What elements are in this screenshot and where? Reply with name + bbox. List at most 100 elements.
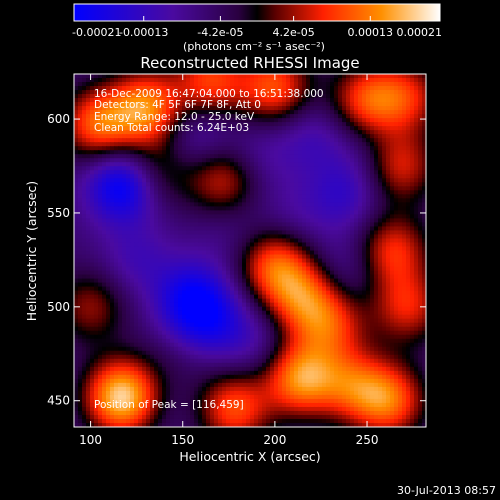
heatmap-cell [194, 178, 199, 183]
heatmap-cell [162, 182, 167, 187]
heatmap-cell [178, 274, 183, 280]
heatmap-cell [222, 86, 227, 91]
heatmap-cell [90, 194, 95, 199]
heatmap-cell [334, 114, 339, 119]
heatmap-cell [126, 262, 131, 268]
heatmap-cell [214, 182, 219, 187]
heatmap-cell [126, 234, 131, 240]
heatmap-cell [122, 138, 127, 143]
heatmap-cell [266, 178, 271, 183]
heatmap-cell [386, 230, 391, 236]
heatmap-cell [270, 210, 275, 215]
heatmap-cell [234, 266, 239, 272]
heatmap-cell [150, 250, 155, 256]
heatmap-cell [98, 226, 103, 232]
heatmap-cell [174, 210, 179, 215]
heatmap-cell [194, 254, 199, 260]
heatmap-cell [158, 286, 163, 292]
heatmap-cell [262, 78, 267, 83]
heatmap-cell [182, 214, 187, 220]
heatmap-cell [342, 178, 347, 183]
heatmap-cell [214, 130, 219, 135]
heatmap-cell [186, 250, 191, 256]
heatmap-cell [274, 154, 279, 159]
heatmap-cell [402, 118, 407, 123]
colorbar-tick-label: -0.00021 [72, 26, 121, 39]
heatmap-cell [246, 214, 251, 220]
heatmap-cell [354, 210, 359, 215]
heatmap-cell [318, 286, 323, 292]
heatmap-cell [114, 230, 119, 236]
heatmap-cell [242, 262, 247, 268]
heatmap-cell [302, 290, 307, 296]
heatmap-cell [114, 202, 119, 207]
heatmap-cell [138, 274, 143, 280]
heatmap-cell [214, 114, 219, 119]
heatmap-cell [346, 146, 351, 151]
heatmap-cell [106, 130, 111, 135]
heatmap-cell [226, 242, 231, 248]
heatmap-cell [282, 258, 287, 264]
heatmap-cell [262, 238, 267, 244]
heatmap-cell [406, 178, 411, 183]
heatmap-cell [418, 234, 423, 240]
heatmap-cell [366, 134, 371, 139]
heatmap-cell [326, 286, 331, 292]
heatmap-cell [334, 186, 339, 191]
heatmap-cell [378, 134, 383, 139]
heatmap-cell [130, 206, 135, 211]
heatmap-cell [170, 274, 175, 280]
heatmap-cell [74, 290, 79, 296]
heatmap-cell [330, 206, 335, 211]
heatmap-cell [86, 94, 91, 99]
heatmap-cell [338, 214, 343, 220]
heatmap-cell [126, 110, 131, 115]
heatmap-cell [178, 150, 183, 155]
heatmap-cell [246, 150, 251, 155]
heatmap-cell [242, 226, 247, 232]
heatmap-cell [350, 110, 355, 115]
heatmap-cell [422, 282, 426, 288]
heatmap-cell [158, 270, 163, 276]
heatmap-cell [250, 210, 255, 215]
heatmap-cell [414, 234, 419, 240]
heatmap-cell [198, 266, 203, 272]
heatmap-cell [358, 126, 363, 131]
heatmap-cell [150, 102, 155, 107]
heatmap-cell [366, 122, 371, 127]
heatmap-cell [382, 170, 387, 175]
heatmap-cell [366, 270, 371, 276]
heatmap-cell [118, 250, 123, 256]
heatmap-cell [270, 162, 275, 167]
heatmap-cell [366, 154, 371, 159]
heatmap-cell [286, 154, 291, 159]
heatmap-cell [218, 222, 223, 228]
heatmap-cell [282, 122, 287, 127]
heatmap-cell [158, 126, 163, 131]
heatmap-cell [94, 234, 99, 240]
heatmap-cell [378, 222, 383, 228]
heatmap-cell [342, 226, 347, 232]
heatmap-cell [230, 146, 235, 151]
heatmap-cell [190, 98, 195, 103]
heatmap-cell [274, 194, 279, 199]
heatmap-cell [210, 290, 215, 296]
heatmap-cell [102, 118, 107, 123]
heatmap-cell [322, 286, 327, 292]
heatmap-cell [114, 150, 119, 155]
heatmap-cell [354, 198, 359, 203]
heatmap-cell [210, 178, 215, 183]
heatmap-cell [322, 266, 327, 272]
heatmap-cell [346, 190, 351, 195]
heatmap-cell [406, 150, 411, 155]
heatmap-cell [342, 266, 347, 272]
heatmap-cell [290, 222, 295, 228]
heatmap-cell [266, 78, 271, 83]
heatmap-cell [378, 98, 383, 103]
heatmap-cell [238, 110, 243, 115]
heatmap-cell [242, 134, 247, 139]
heatmap-cell [402, 286, 407, 292]
heatmap-cell [366, 254, 371, 260]
heatmap-cell [210, 102, 215, 107]
heatmap-cell [266, 86, 271, 91]
